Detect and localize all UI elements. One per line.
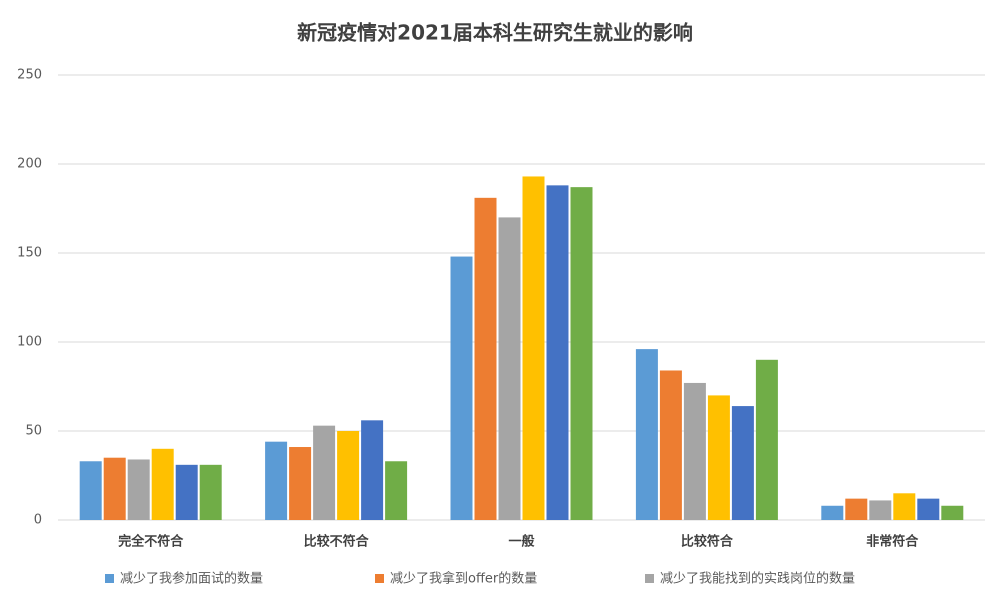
bar [845, 498, 868, 520]
bar [869, 500, 892, 520]
bar [450, 256, 473, 520]
bar [570, 187, 593, 520]
bar [361, 420, 384, 520]
bar [546, 185, 569, 521]
bar [103, 457, 126, 520]
bar [893, 493, 916, 520]
bar [635, 349, 658, 520]
y-tick-label: 50 [25, 424, 42, 439]
legend-swatch [375, 574, 384, 583]
y-tick-label: 250 [17, 68, 42, 83]
x-tick-label: 比较符合 [681, 534, 734, 550]
bar [731, 406, 754, 520]
bar [199, 464, 222, 520]
bar [498, 217, 521, 520]
y-tick-label: 0 [34, 513, 42, 528]
bar [941, 505, 964, 520]
x-tick-label: 完全不符合 [118, 534, 184, 550]
x-tick-label: 比较不符合 [304, 534, 370, 550]
bar [289, 447, 312, 520]
chart-title: 新冠疫情对2021届本科生研究生就业的影响 [297, 21, 693, 45]
x-tick-label: 一般 [508, 534, 534, 550]
bar [917, 498, 940, 520]
y-tick-label: 100 [17, 335, 42, 350]
bar [707, 395, 730, 520]
legend-swatch [645, 574, 654, 583]
y-tick-label: 150 [17, 246, 42, 261]
bar [755, 359, 778, 520]
legend-label: 减少了我拿到offer的数量 [390, 571, 537, 587]
legend-label: 减少了我参加面试的数量 [120, 571, 263, 587]
bar [151, 448, 174, 520]
bar [79, 461, 102, 520]
bar [385, 461, 408, 520]
bar [265, 441, 288, 520]
legend-swatch [105, 574, 114, 583]
bar [474, 197, 497, 520]
bar [522, 176, 545, 520]
bar [683, 382, 706, 520]
x-tick-label: 非常符合 [866, 534, 919, 550]
bar [127, 459, 150, 520]
bar [659, 370, 682, 520]
bar [175, 464, 198, 520]
legend-label: 减少了我能找到的实践岗位的数量 [660, 571, 855, 587]
bar [821, 505, 844, 520]
y-tick-label: 200 [17, 157, 42, 172]
bar [313, 425, 336, 520]
bar [337, 431, 360, 520]
